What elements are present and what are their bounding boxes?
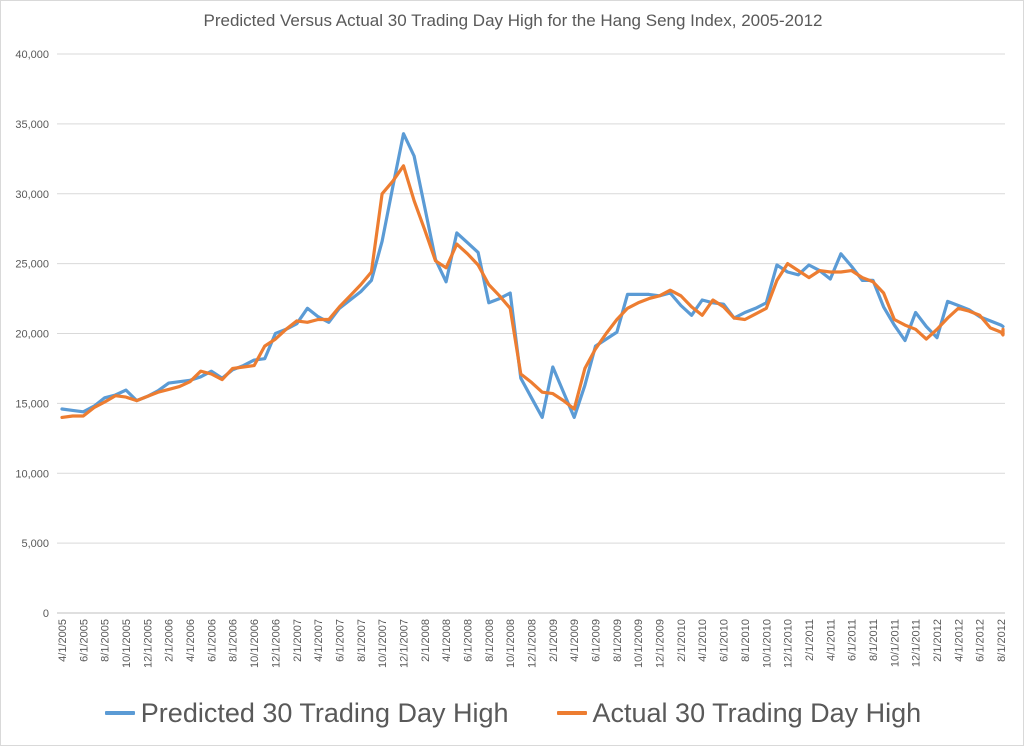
x-tick-label: 4/1/2012 bbox=[953, 619, 965, 662]
legend-swatch-actual bbox=[556, 711, 587, 715]
x-tick-label: 6/1/2010 bbox=[719, 619, 731, 662]
x-tick-label: 4/1/2011 bbox=[825, 619, 837, 661]
x-tick-label: 8/1/2009 bbox=[612, 619, 624, 662]
legend: Predicted 30 Trading Day High Actual 30 … bbox=[1, 691, 1024, 735]
series-lines bbox=[60, 132, 1005, 419]
x-tick-label: 2/1/2010 bbox=[676, 619, 688, 662]
x-tick-label: 8/1/2011 bbox=[868, 619, 880, 661]
line-chart: 0 5,000 10,000 15,000 20,000 25,000 30,000 35,0… bbox=[15, 49, 1008, 668]
legend-item-actual: Actual 30 Trading Day High bbox=[556, 697, 922, 729]
x-tick-label: 12/1/2010 bbox=[783, 619, 795, 668]
x-tick-label: 10/1/2007 bbox=[377, 619, 389, 668]
x-tick-label: 8/1/2005 bbox=[100, 619, 112, 662]
x-tick-label: 12/1/2008 bbox=[527, 619, 539, 668]
y-tick-label: 0 bbox=[43, 608, 49, 620]
x-tick-label: 10/1/2009 bbox=[633, 619, 645, 668]
y-tick-label: 30,000 bbox=[15, 189, 49, 201]
y-tick-label: 20,000 bbox=[15, 329, 49, 341]
x-tick-label: 2/1/2006 bbox=[164, 619, 176, 662]
legend-label-predicted: Predicted 30 Trading Day High bbox=[140, 697, 509, 728]
x-tick-label: 4/1/2010 bbox=[697, 619, 709, 662]
x-tick-label: 12/1/2006 bbox=[270, 619, 282, 668]
y-tick-label: 25,000 bbox=[15, 259, 49, 271]
y-tick-label: 10,000 bbox=[15, 468, 49, 480]
x-tick-label: 10/1/2008 bbox=[505, 619, 517, 668]
x-tick-label: 10/1/2006 bbox=[249, 619, 261, 668]
legend-item-predicted: Predicted 30 Trading Day High bbox=[104, 697, 509, 729]
chart-title: Predicted Versus Actual 30 Trading Day H… bbox=[203, 11, 823, 30]
y-tick-label: 15,000 bbox=[15, 398, 49, 410]
x-tick-label: 6/1/2008 bbox=[462, 619, 474, 662]
x-tick-label: 4/1/2009 bbox=[569, 619, 581, 662]
x-tick-label: 12/1/2009 bbox=[655, 619, 667, 668]
series-line-actual bbox=[60, 164, 1005, 419]
x-tick-label: 2/1/2007 bbox=[292, 619, 304, 662]
y-axis-ticks: 0 5,000 10,000 15,000 20,000 25,000 30,000 35,0… bbox=[15, 49, 49, 620]
x-tick-label: 12/1/2005 bbox=[142, 619, 154, 668]
x-tick-label: 2/1/2012 bbox=[932, 619, 944, 662]
x-tick-label: 4/1/2007 bbox=[313, 619, 325, 662]
x-tick-label: 10/1/2005 bbox=[121, 619, 133, 668]
x-tick-label: 4/1/2008 bbox=[441, 619, 453, 662]
x-tick-label: 8/1/2012 bbox=[996, 619, 1008, 662]
x-tick-label: 6/1/2005 bbox=[78, 619, 90, 662]
x-tick-label: 8/1/2008 bbox=[484, 619, 496, 662]
x-tick-label: 2/1/2011 bbox=[804, 619, 816, 661]
x-tick-label: 8/1/2010 bbox=[740, 619, 752, 662]
x-tick-label: 12/1/2011 bbox=[911, 619, 923, 667]
y-tick-label: 5,000 bbox=[21, 538, 49, 550]
x-tick-label: 12/1/2007 bbox=[398, 619, 410, 668]
x-tick-label: 6/1/2011 bbox=[847, 619, 859, 661]
y-tick-label: 40,000 bbox=[15, 49, 49, 61]
legend-label-actual: Actual 30 Trading Day High bbox=[592, 697, 922, 728]
x-tick-label: 2/1/2009 bbox=[548, 619, 560, 662]
x-tick-label: 6/1/2007 bbox=[334, 619, 346, 662]
x-tick-label: 4/1/2005 bbox=[57, 619, 69, 662]
x-tick-label: 8/1/2006 bbox=[228, 619, 240, 662]
x-axis-ticks: 4/1/2005 6/1/2005 8/1/2005 10/1/2005 12/1/20… bbox=[57, 619, 1008, 668]
x-tick-label: 6/1/2009 bbox=[591, 619, 603, 662]
x-tick-label: 4/1/2006 bbox=[185, 619, 197, 662]
x-tick-label: 10/1/2011 bbox=[889, 619, 901, 667]
x-tick-label: 10/1/2010 bbox=[761, 619, 773, 668]
x-tick-label: 6/1/2006 bbox=[206, 619, 218, 662]
x-tick-label: 6/1/2012 bbox=[975, 619, 987, 662]
gridlines bbox=[57, 53, 1005, 614]
legend-swatch-predicted bbox=[104, 711, 135, 715]
x-tick-label: 2/1/2008 bbox=[420, 619, 432, 662]
y-tick-label: 35,000 bbox=[15, 119, 49, 131]
x-tick-label: 8/1/2007 bbox=[356, 619, 368, 662]
